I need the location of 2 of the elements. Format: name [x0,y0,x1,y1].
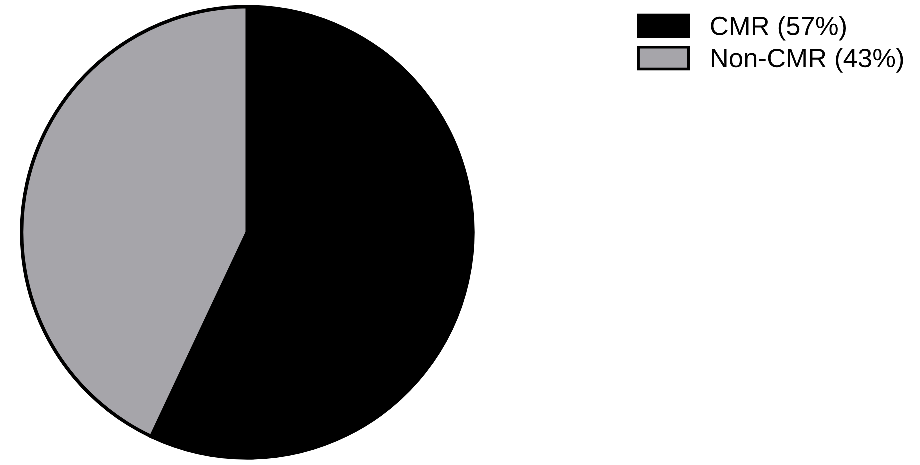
legend-label: Non-CMR (43%) [712,48,904,73]
legend-label: CMR (57%) [711,16,846,41]
